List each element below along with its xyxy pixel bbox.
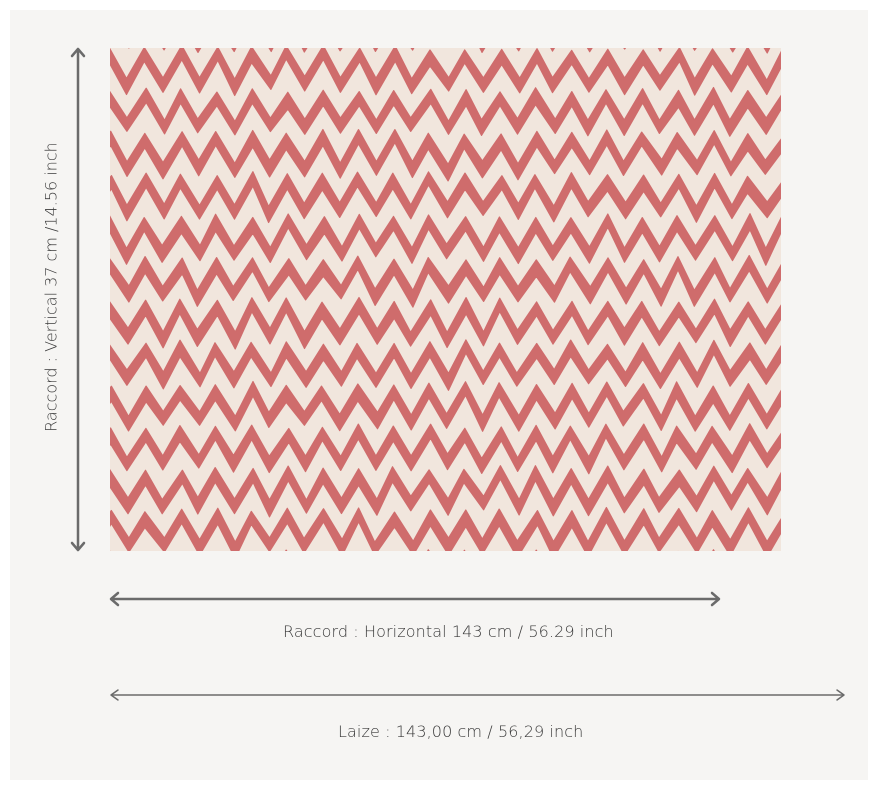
fabric-swatch-image xyxy=(110,48,781,551)
zigzag-stripe xyxy=(128,48,771,54)
zigzag-stripe xyxy=(110,48,781,97)
zigzag-stripe xyxy=(110,171,781,224)
zigzag-stripe xyxy=(110,506,781,551)
zigzag-stripe xyxy=(110,465,781,518)
zigzag-stripe xyxy=(110,339,781,391)
zigzag-stripe xyxy=(110,296,781,350)
zigzag-stripe xyxy=(110,86,781,137)
vertical-repeat-label: Raccord : Vertical 37 cm /14.56 inch xyxy=(41,142,61,432)
zigzag-stripe xyxy=(110,213,781,266)
zigzag-pattern xyxy=(110,48,781,551)
zigzag-stripe xyxy=(110,254,781,308)
zigzag-stripe xyxy=(110,423,781,475)
zigzag-stripe xyxy=(110,128,781,182)
width-arrow xyxy=(110,689,845,701)
width-label: Laize : 143,00 cm / 56,29 inch xyxy=(338,722,584,741)
horizontal-repeat-arrow xyxy=(109,591,721,607)
horizontal-repeat-label: Raccord : Horizontal 143 cm / 56.29 inch xyxy=(283,622,614,641)
zigzag-stripe xyxy=(110,380,781,432)
vertical-repeat-arrow xyxy=(70,47,86,552)
